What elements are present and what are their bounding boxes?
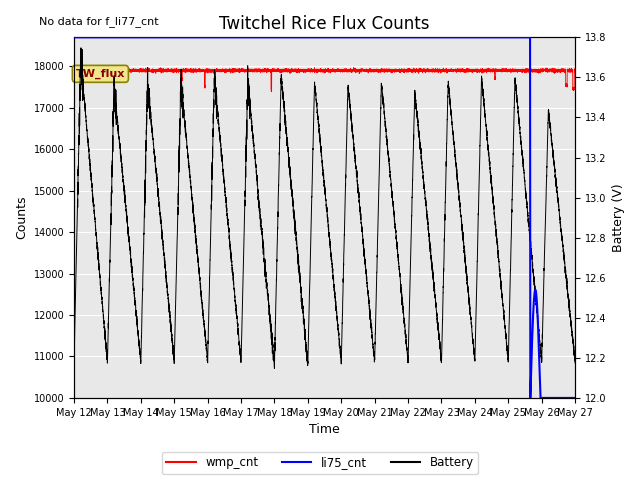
- Title: Twitchel Rice Flux Counts: Twitchel Rice Flux Counts: [220, 15, 430, 33]
- Legend: wmp_cnt, li75_cnt, Battery: wmp_cnt, li75_cnt, Battery: [161, 452, 479, 474]
- Y-axis label: Counts: Counts: [15, 196, 28, 240]
- X-axis label: Time: Time: [309, 423, 340, 436]
- Text: TW_flux: TW_flux: [76, 69, 125, 79]
- Text: No data for f_li77_cnt: No data for f_li77_cnt: [39, 16, 159, 26]
- Y-axis label: Battery (V): Battery (V): [612, 183, 625, 252]
